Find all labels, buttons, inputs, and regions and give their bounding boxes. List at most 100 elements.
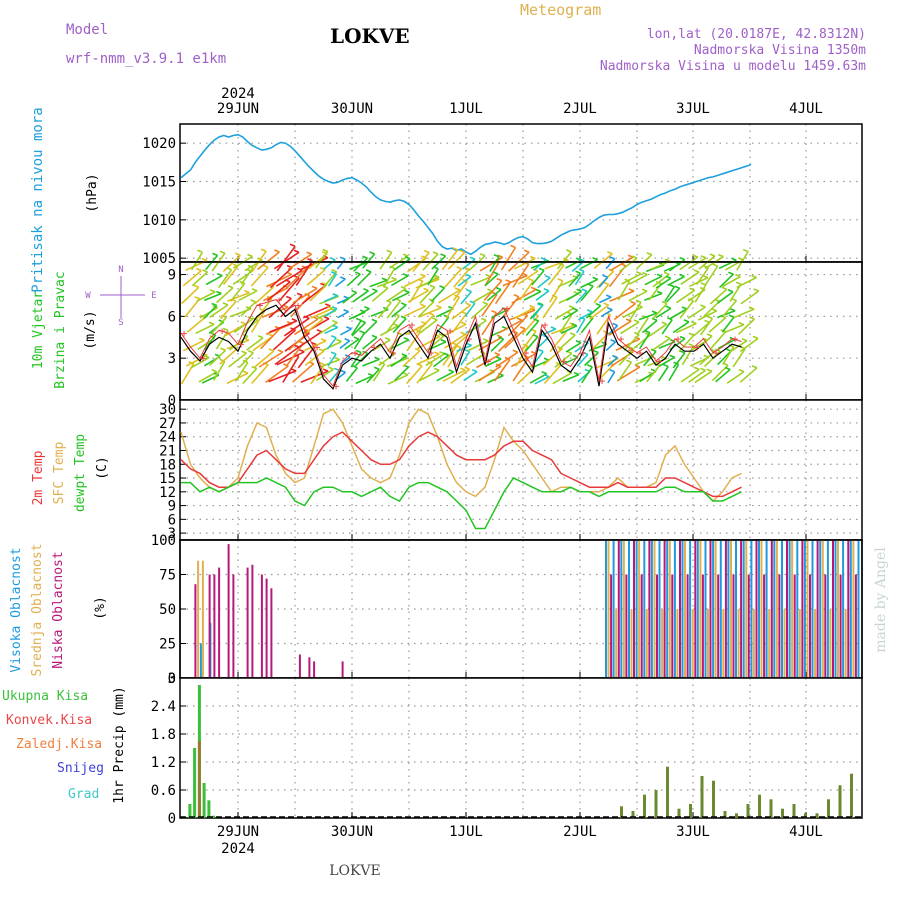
wind-arrow-head — [492, 271, 499, 275]
wind-arrow — [362, 253, 376, 269]
mid-cloud-bar — [821, 540, 824, 678]
temp-unit: (C) — [95, 456, 110, 479]
wind-arrow-head — [498, 336, 504, 340]
wind-arrow-head — [689, 287, 695, 292]
y-tick-label: 1015 — [142, 175, 176, 191]
wind-arrow-head — [575, 340, 582, 344]
wind-arrow-head — [714, 298, 720, 303]
wind-arrow — [495, 351, 519, 368]
y-tick-label: 1005 — [142, 251, 176, 267]
wind-arrow — [726, 370, 745, 384]
wind-arrow — [209, 304, 229, 318]
high-cloud-bar — [796, 540, 799, 678]
wind-arrow — [353, 332, 366, 350]
wind-arrow-head — [512, 349, 519, 353]
wind-arrow-head — [440, 339, 447, 343]
wind-arrow — [391, 291, 410, 302]
wind-arrow-head — [586, 364, 593, 368]
low-cloud-bar — [251, 564, 254, 678]
wind-arrow-head — [379, 361, 385, 365]
wind-arrow-head — [661, 300, 668, 305]
wind-arrow-head — [495, 286, 502, 291]
precip-total-bar — [207, 800, 211, 818]
wind-arrow-head — [381, 277, 388, 281]
y-tick-label: 30 — [159, 402, 176, 418]
wind-arrow-head — [724, 366, 731, 371]
wind-arrow — [310, 307, 333, 319]
wind-arrow — [419, 369, 440, 382]
wind-arrow — [195, 323, 215, 335]
wind-arrow — [196, 291, 216, 302]
high-cloud-bar — [199, 643, 202, 678]
gust-marker: + — [580, 347, 587, 360]
wind-arrow — [222, 254, 241, 273]
wind-arrow-head — [538, 267, 545, 272]
wind-arrow — [203, 304, 218, 320]
wind-arrow-head — [369, 251, 375, 255]
wind-arrow-head — [455, 344, 461, 349]
wind-arrow — [739, 337, 759, 353]
wind-arrow-head — [729, 308, 736, 312]
wind-arrow-head — [679, 350, 686, 354]
wind-arrow-head — [201, 257, 208, 262]
wind-arrow — [419, 286, 436, 304]
wind-arrow — [525, 320, 540, 337]
wind-arrow — [524, 336, 539, 352]
y-tick-label: 1.2 — [151, 755, 176, 771]
wind-arrow — [268, 370, 297, 383]
wind-arrow — [382, 267, 396, 288]
wind-arrow — [460, 351, 471, 366]
wind-arrow-head — [334, 356, 340, 361]
year-label-top: 2024 — [221, 86, 255, 102]
low-cloud-bar — [194, 584, 197, 678]
precip-total-bar — [620, 806, 623, 818]
wind-arrow — [522, 315, 539, 335]
wind-arrow — [441, 249, 459, 271]
wind-arrow — [419, 319, 438, 334]
wind-arrow — [416, 353, 440, 366]
wind-arrow — [346, 273, 361, 287]
wind-arrow-head — [728, 344, 734, 348]
wind-arrow-head — [330, 334, 337, 339]
wind-arrow — [622, 306, 643, 319]
wind-arrow-head — [522, 343, 529, 347]
wind-arrow — [470, 303, 489, 320]
wind-arrow-head — [537, 302, 543, 307]
wind-ylabel-2: Brzina i Pravac — [53, 271, 68, 388]
bottom-day-labels: 29JUN 30JUN 1JUL 2JUL 3JUL 4JUL — [217, 824, 823, 840]
cloud-unit: (%) — [93, 596, 108, 619]
precip-legend-ice: Zaledj.Kisa — [16, 737, 102, 752]
wind-arrow-head — [304, 292, 310, 297]
wind-arrow-head — [433, 367, 440, 372]
wind-arrow — [652, 337, 671, 351]
y-tick-label: 21 — [159, 443, 176, 459]
wind-arrow-head — [346, 326, 352, 330]
wind-arrow-head — [663, 363, 669, 368]
precip-total-bar — [712, 780, 715, 818]
wind-arrow — [621, 273, 642, 285]
compass-n: N — [118, 265, 123, 275]
wind-arrow-head — [432, 266, 439, 270]
wind-arrow-head — [440, 253, 446, 257]
bottom-day-label: 1JUL — [449, 824, 483, 840]
wind-arrow — [366, 368, 380, 384]
wind-arrow — [593, 253, 613, 270]
wind-arrow-head — [568, 305, 575, 309]
low-cloud-bar — [308, 657, 311, 678]
wind-arrow — [732, 348, 746, 368]
wind-arrow — [693, 321, 711, 337]
wind-arrow-head — [669, 338, 676, 343]
wind-arrow — [566, 290, 583, 301]
wind-arrow — [323, 294, 339, 303]
low-cloud-bar — [717, 574, 720, 678]
top-day-label: 2JUL — [563, 101, 597, 117]
wind-arrow — [490, 338, 505, 352]
mid-cloud-bar — [768, 609, 771, 678]
wind-arrow-head — [219, 250, 226, 254]
wind-arrow — [703, 300, 721, 318]
wind-arrow — [425, 353, 445, 367]
wind-arrow — [435, 307, 454, 318]
wind-arrow-head — [664, 258, 671, 263]
wind-arrow — [675, 322, 697, 334]
wind-arrow-head — [323, 315, 330, 320]
